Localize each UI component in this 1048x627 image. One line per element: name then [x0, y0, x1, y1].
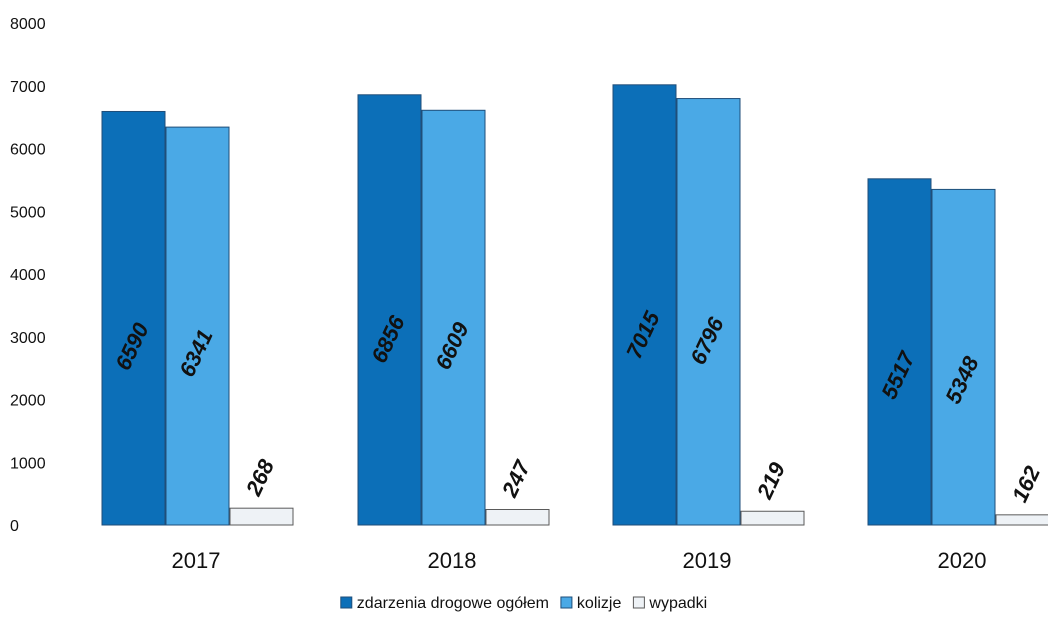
legend-label: kolizje [577, 595, 622, 612]
bar [931, 188, 996, 526]
legend-label: zdarzenia drogowe ogółem [357, 595, 549, 612]
bar [676, 98, 741, 526]
y-tick-label: 8000 [10, 16, 46, 33]
bar [995, 514, 1048, 526]
legend-item: zdarzenia drogowe ogółem [340, 595, 549, 612]
y-axis-ticks: 0 1000 2000 3000 4000 5000 6000 7000 8000 [10, 16, 46, 535]
y-tick-label: 7000 [10, 79, 46, 96]
x-category-label: 2018 [428, 548, 477, 573]
y-tick-label: 1000 [10, 455, 46, 472]
legend-swatch [632, 596, 645, 609]
bars-group [101, 84, 1048, 526]
x-category-label: 2019 [683, 548, 732, 573]
bar [229, 507, 294, 526]
y-tick-label: 6000 [10, 142, 46, 159]
legend: zdarzenia drogowe ogółem kolizje wypadki [340, 595, 707, 612]
data-label: 162 [1007, 462, 1045, 507]
bar [485, 509, 550, 526]
y-tick-label: 3000 [10, 330, 46, 347]
bar [612, 84, 677, 526]
legend-item: kolizje [560, 595, 622, 612]
x-axis-category-labels: 2017 2018 2019 2020 [172, 548, 987, 573]
y-tick-label: 4000 [10, 267, 46, 284]
bar [740, 510, 805, 526]
legend-label: wypadki [648, 595, 707, 612]
legend-item: wypadki [632, 595, 707, 612]
legend-swatch [560, 596, 573, 609]
y-tick-label: 2000 [10, 393, 46, 410]
y-tick-label: 0 [10, 518, 19, 535]
bar [101, 110, 166, 526]
x-category-label: 2020 [938, 548, 987, 573]
y-tick-label: 5000 [10, 204, 46, 221]
data-label: 219 [751, 458, 790, 503]
data-label: 268 [240, 455, 279, 500]
bar [421, 109, 486, 526]
bar [867, 178, 932, 526]
legend-swatch [340, 596, 353, 609]
bar [165, 126, 230, 526]
data-label: 247 [496, 455, 535, 501]
bar [357, 94, 422, 526]
x-category-label: 2017 [172, 548, 221, 573]
